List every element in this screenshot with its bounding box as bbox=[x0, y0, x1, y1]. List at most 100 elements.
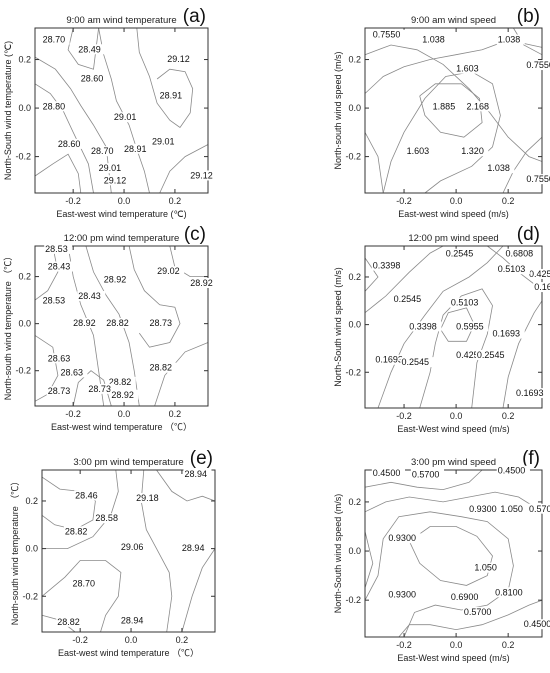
contour-label: 0.5103 bbox=[498, 264, 526, 274]
contour-label-bg bbox=[110, 389, 139, 400]
chart-panel-e: -0.2 0.0 0.2 -0.2 0.0 0.2 3:00 pm wind tempera… bbox=[10, 448, 216, 658]
contour-label-bg bbox=[371, 260, 406, 271]
contour-line bbox=[128, 245, 181, 348]
contour-line bbox=[382, 71, 501, 194]
x-tick-label: 0.0 bbox=[450, 640, 463, 650]
contour-label: 28.70 bbox=[91, 146, 114, 156]
contour-label: 28.73 bbox=[149, 318, 172, 328]
contour-line bbox=[377, 245, 504, 409]
x-tick-label: 0.2 bbox=[169, 196, 182, 206]
panel-label: (a) bbox=[183, 6, 206, 27]
contour-label-bg bbox=[522, 619, 550, 630]
y-tick-label: 0.2 bbox=[18, 272, 31, 282]
x-tick-label: -0.2 bbox=[65, 409, 81, 419]
contour-label-bg bbox=[79, 73, 108, 84]
contour-label: 29.01 bbox=[99, 163, 122, 173]
contour-label-bg bbox=[102, 175, 131, 186]
contour-label: 28.92 bbox=[111, 390, 134, 400]
contour-label: 1.038 bbox=[487, 163, 510, 173]
contour-line bbox=[408, 526, 493, 586]
contour-label: 29.18 bbox=[136, 493, 159, 503]
contour-line bbox=[34, 83, 94, 194]
y-tick-label: -0.2 bbox=[22, 591, 38, 601]
plot-frame bbox=[364, 469, 543, 638]
contour-label: 1.050 bbox=[474, 563, 497, 573]
contour-line bbox=[502, 136, 543, 194]
contour-label-bg bbox=[421, 34, 450, 45]
contour-label: 0.7550 bbox=[526, 60, 550, 70]
contour-label: 0.9300 bbox=[469, 504, 497, 514]
y-axis-label: North-South wind temperature (℃) bbox=[3, 41, 13, 180]
panel-title: 3:00 pm wind temperature bbox=[73, 457, 183, 468]
contour-label: 0.5700 bbox=[529, 504, 550, 514]
contour-label-bg bbox=[59, 367, 88, 378]
contour-label-bg bbox=[465, 101, 494, 112]
contour-label: 0.2545 bbox=[446, 249, 474, 259]
contour-label-bg bbox=[158, 90, 187, 101]
contour-label: 28.73 bbox=[88, 384, 111, 394]
contour-label: 28.73 bbox=[48, 386, 71, 396]
contour-label-bg bbox=[41, 34, 70, 45]
contour-label-bg bbox=[455, 321, 489, 332]
contour-line bbox=[364, 491, 543, 515]
contour-label-bg bbox=[180, 543, 209, 553]
contour-line bbox=[41, 560, 122, 633]
x-axis-label: East-west wind temperature （℃） bbox=[51, 422, 192, 432]
contour-label-bg bbox=[527, 503, 550, 514]
contour-label: 0.5103 bbox=[451, 298, 479, 308]
contour-label: 28.92 bbox=[190, 278, 213, 288]
contour-label: 0.2545 bbox=[477, 350, 505, 360]
contour-label: 0.1693 bbox=[516, 388, 544, 398]
y-tick-label: 0.0 bbox=[348, 320, 361, 330]
contour-label-bg bbox=[444, 248, 478, 259]
contour-label-bg bbox=[374, 354, 408, 365]
x-axis-label: East-west wind speed (m/s) bbox=[398, 209, 509, 219]
chart-panel-c: -0.2 0.0 0.2 -0.2 0.0 0.2 12:00 pm wind temper… bbox=[3, 224, 218, 432]
contour-label: 1.050 bbox=[500, 504, 523, 514]
contour-label-bg bbox=[56, 616, 85, 627]
contour-label: 0.4500 bbox=[373, 468, 401, 478]
contour-label-bg bbox=[462, 606, 497, 617]
contour-label-bg bbox=[486, 163, 515, 174]
contour-label-bg bbox=[408, 321, 442, 332]
panel-title: 3:00 pm wind speed bbox=[411, 457, 496, 468]
x-axis-label: East-west wind temperature (℃) bbox=[56, 209, 186, 219]
contour-label: 28.94 bbox=[121, 616, 144, 626]
y-axis-label: North-South wind speed (m/s) bbox=[333, 267, 343, 387]
contour-label-bg bbox=[494, 587, 528, 598]
contour-label: 29.12 bbox=[104, 175, 127, 185]
contour-label: 28.94 bbox=[184, 469, 207, 479]
contour-label: 28.49 bbox=[78, 44, 101, 54]
contour-label: 29.02 bbox=[157, 266, 180, 276]
contour-label-bg bbox=[46, 261, 75, 272]
contour-label-bg bbox=[449, 297, 484, 308]
contour-label-bg bbox=[74, 490, 103, 501]
contour-label: 28.82 bbox=[57, 617, 80, 627]
contour-label-bg bbox=[514, 388, 549, 399]
plot-frame bbox=[364, 27, 543, 194]
contour-label-bg bbox=[387, 589, 421, 600]
x-axis-label: East-west wind temperature （℃） bbox=[58, 648, 199, 658]
contour-line bbox=[364, 257, 379, 292]
contour-label: 28.46 bbox=[75, 491, 98, 501]
x-tick-label: 0.0 bbox=[118, 409, 131, 419]
contour-label: 29.06 bbox=[121, 542, 144, 552]
contour-label-bg bbox=[527, 268, 550, 279]
x-tick-label: -0.2 bbox=[396, 411, 412, 421]
contour-line bbox=[419, 83, 483, 138]
x-tick-label: -0.2 bbox=[65, 196, 81, 206]
contour-label: 29.12 bbox=[167, 54, 190, 64]
contour-line bbox=[159, 144, 209, 194]
contour-label: 28.58 bbox=[95, 513, 118, 523]
contour-label: 28.82 bbox=[149, 363, 172, 373]
plot-frame bbox=[34, 27, 209, 194]
y-tick-label: 0.0 bbox=[348, 103, 361, 113]
panel-label: (c) bbox=[184, 224, 206, 245]
contour-label: 0.9300 bbox=[388, 533, 416, 543]
contour-label-bg bbox=[107, 376, 136, 387]
contour-line bbox=[34, 153, 82, 194]
contour-label: 28.53 bbox=[45, 244, 68, 254]
contour-label-bg bbox=[77, 290, 106, 301]
contour-label-bg bbox=[94, 513, 123, 524]
